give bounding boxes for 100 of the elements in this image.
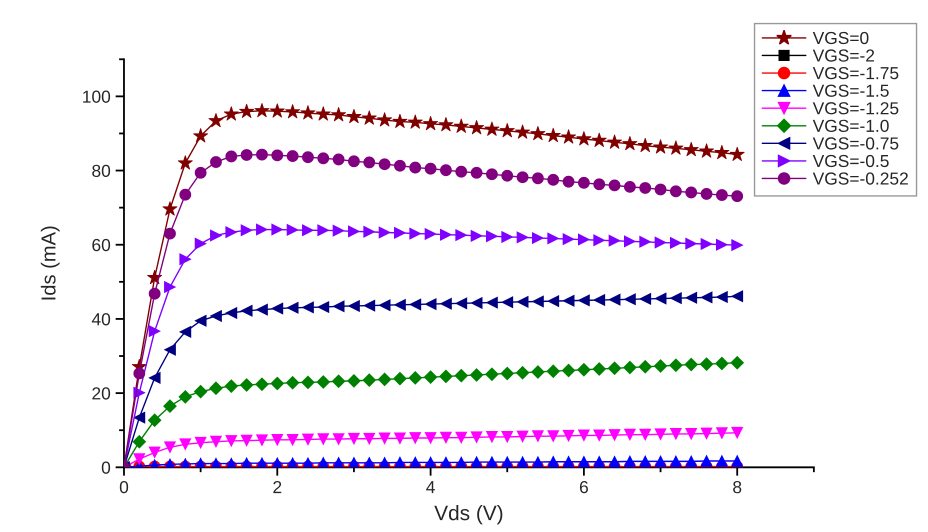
point: [348, 300, 360, 312]
point: [164, 228, 176, 240]
point: [562, 364, 576, 378]
point: [302, 434, 314, 446]
point: [514, 124, 530, 139]
point: [501, 430, 514, 443]
point: [562, 176, 574, 188]
point: [608, 456, 620, 468]
point: [378, 299, 391, 312]
point: [638, 360, 652, 374]
point: [486, 296, 498, 309]
point: [376, 112, 392, 127]
point: [286, 150, 299, 162]
point: [670, 428, 682, 440]
point: [270, 376, 284, 390]
point: [332, 433, 345, 446]
point: [178, 390, 192, 404]
point: [225, 435, 238, 447]
point: [225, 150, 238, 162]
point: [394, 226, 406, 239]
point: [654, 236, 666, 248]
point: [608, 294, 620, 306]
point: [440, 164, 452, 176]
point: [240, 304, 253, 317]
point: [670, 292, 682, 304]
point: [286, 224, 299, 236]
y-tick-label: 20: [92, 387, 110, 400]
point: [685, 455, 698, 468]
point: [593, 178, 606, 190]
point: [210, 458, 222, 468]
point: [378, 456, 391, 468]
point: [286, 302, 299, 314]
legend-label: VGS=-2: [812, 49, 874, 62]
point: [577, 363, 591, 376]
y-tick-label: 80: [92, 164, 110, 178]
point: [378, 372, 392, 386]
point: [684, 142, 699, 156]
point: [700, 455, 712, 467]
point: [700, 292, 712, 304]
point: [622, 136, 638, 150]
point: [393, 372, 407, 386]
point: [593, 430, 606, 442]
point: [408, 114, 423, 129]
point: [424, 370, 438, 384]
point: [500, 366, 514, 380]
point: [209, 382, 223, 396]
point: [256, 457, 268, 468]
point: [639, 292, 652, 305]
point: [363, 156, 376, 168]
point: [378, 226, 391, 238]
point: [560, 129, 576, 144]
point: [654, 455, 666, 468]
point: [256, 304, 268, 316]
point: [623, 360, 637, 374]
point: [194, 436, 207, 449]
point: [271, 224, 284, 236]
point: [300, 105, 316, 120]
point: [438, 116, 454, 132]
point: [700, 357, 714, 371]
point: [332, 224, 345, 237]
point: [348, 155, 360, 168]
point: [162, 201, 178, 216]
point: [532, 296, 544, 308]
point: [546, 128, 561, 142]
point: [348, 225, 360, 238]
point: [562, 294, 574, 307]
point: [148, 288, 161, 300]
point: [624, 455, 636, 468]
point: [440, 298, 452, 310]
point: [731, 426, 744, 439]
point: [179, 326, 192, 338]
x-axis-title: Vds (V): [434, 505, 502, 524]
x-tick-label: 8: [733, 480, 742, 494]
point: [240, 378, 254, 392]
point: [654, 428, 666, 440]
point: [164, 441, 176, 454]
point: [271, 434, 284, 446]
point: [547, 295, 560, 308]
point: [639, 236, 652, 248]
point: [455, 229, 468, 241]
point: [654, 359, 668, 373]
point: [440, 456, 452, 468]
point: [593, 234, 606, 246]
point: [516, 171, 528, 184]
point: [624, 180, 636, 193]
point: [470, 230, 482, 242]
point: [730, 146, 745, 162]
point: [608, 179, 620, 192]
point: [486, 456, 498, 468]
point: [422, 116, 438, 130]
point: [624, 293, 636, 306]
legend-label: VGS=-0.75: [812, 137, 898, 150]
y-tick-label: 100: [83, 90, 110, 103]
point: [179, 253, 192, 266]
point: [685, 186, 698, 198]
point: [562, 430, 574, 442]
point: [178, 155, 193, 170]
point: [578, 456, 590, 468]
point: [394, 432, 406, 444]
point: [286, 376, 300, 390]
